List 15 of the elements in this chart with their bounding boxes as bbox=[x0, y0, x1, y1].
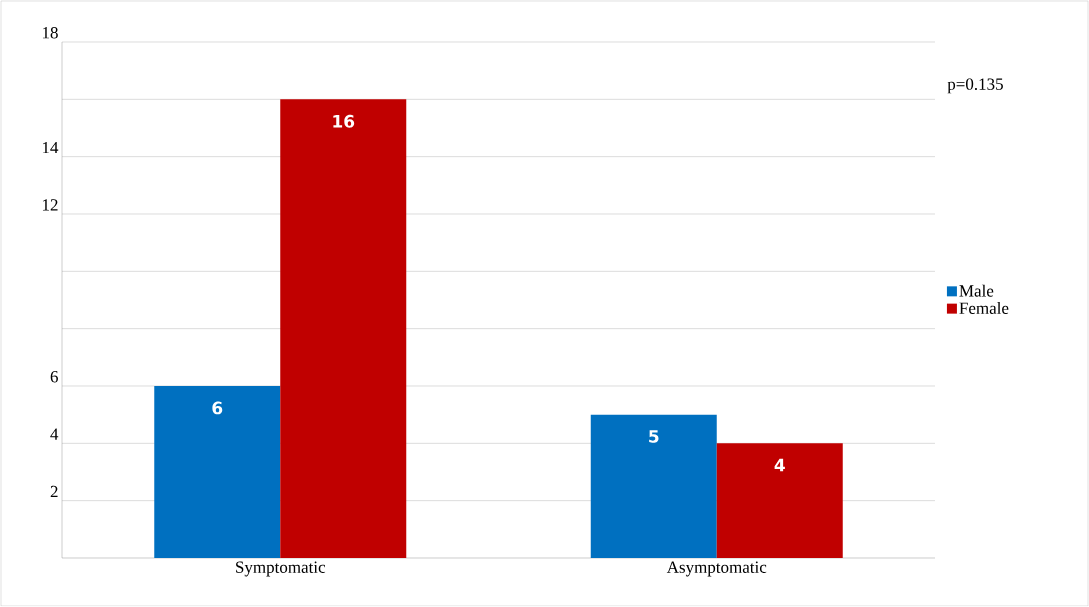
data-label: 16 bbox=[333, 114, 355, 128]
y-tick-label: 4 bbox=[50, 428, 59, 440]
data-label: 4 bbox=[774, 458, 785, 472]
data-label: 6 bbox=[212, 401, 223, 415]
x-tick-label: Asymptomatic bbox=[666, 561, 767, 577]
y-tick-label: 6 bbox=[50, 371, 58, 383]
x-tick-label: Symptomatic bbox=[236, 561, 326, 577]
legend-label: Male bbox=[959, 284, 994, 297]
y-tick-label: 12 bbox=[42, 199, 58, 211]
legend-label: Female bbox=[959, 301, 1009, 314]
y-tick-label: 2 bbox=[50, 485, 58, 498]
y-tick-label: 14 bbox=[42, 141, 59, 154]
text: p=0.135 bbox=[947, 78, 1003, 94]
data-label: 5 bbox=[649, 430, 659, 443]
y-tick-label: 18 bbox=[42, 26, 58, 39]
